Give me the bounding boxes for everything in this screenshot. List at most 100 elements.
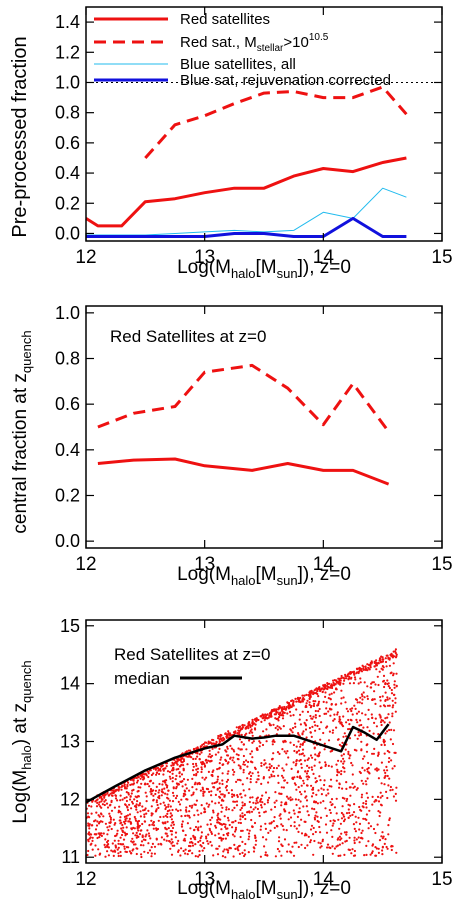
scatter-point [319,846,322,849]
scatter-point [211,738,214,742]
scatter-point [203,778,206,781]
scatter-point [116,829,119,832]
scatter-point [365,783,368,786]
scatter-point [160,836,163,839]
scatter-point [235,780,238,784]
scatter-point [351,813,354,817]
scatter-point [111,842,114,845]
scatter-point [150,852,153,855]
scatter-point [330,785,333,788]
scatter-point [136,779,139,782]
scatter-point [391,845,394,848]
scatter-point [126,783,129,787]
plot-frame [85,6,443,242]
scatter-point [242,771,245,774]
scatter-point [119,810,122,813]
scatter-point [357,836,360,839]
scatter-point [370,682,373,685]
scatter-point [275,711,278,714]
scatter-point [182,759,186,763]
scatter-point [183,837,186,841]
scatter-point [175,787,178,790]
scatter-point [226,816,230,820]
scatter-point [328,785,331,788]
scatter-point [394,751,397,755]
scatter-point [98,801,101,804]
scatter-point [261,794,264,797]
scatter-point [136,800,139,803]
scatter-point [329,708,332,711]
scatter-point [186,755,189,758]
scatter-point [155,801,158,804]
scatter-point [352,670,356,673]
scatter-point [332,719,335,722]
scatter-point [246,765,249,768]
scatter-point [317,841,320,844]
scatter-point [391,715,394,718]
scatter-point [138,802,142,805]
scatter-point [132,832,135,835]
scatter-point [264,822,267,825]
scatter-point [382,674,386,678]
scatter-point [210,844,213,847]
scatter-point [171,841,174,844]
scatter-point [107,846,110,849]
scatter-point [273,816,276,819]
scatter-point [235,804,239,807]
scatter-point [100,806,103,809]
scatter-point [234,819,237,823]
scatter-point [393,683,396,686]
scatter-point [166,770,170,773]
scatter-point [257,778,260,781]
scatter-point [308,697,311,701]
x-tick-label: 13 [194,869,215,890]
scatter-point [286,781,289,784]
scatter-point [293,825,296,828]
scatter-point [282,725,285,728]
scatter-point [139,815,142,818]
scatter-point [260,804,263,807]
scatter-point [137,776,140,779]
scatter-point [297,770,300,773]
scatter-point [216,775,220,778]
scatter-point [293,749,296,753]
scatter-point [277,840,281,843]
scatter-point [247,760,250,764]
scatter-point [207,842,210,845]
scatter-point [260,764,263,768]
scatter-point [136,811,139,814]
scatter-point [180,763,183,767]
scatter-point [218,845,221,848]
scatter-point [240,796,243,799]
scatter-point [248,739,251,742]
scatter-point [322,788,325,791]
scatter-point [317,710,320,713]
scatter-point [272,770,275,773]
scatter-point [347,803,350,806]
scatter-point [234,730,237,733]
scatter-point [252,808,255,811]
scatter-point [129,795,132,798]
scatter-point [274,717,277,720]
scatter-point [362,806,365,809]
scatter-point [119,816,122,819]
scatter-point [381,794,384,798]
scatter-point [318,775,321,778]
scatter-point [110,800,113,804]
scatter-point [117,854,120,858]
scatter-point [281,748,284,751]
scatter-point [182,767,185,770]
scatter-point [309,841,312,844]
scatter-point [323,742,326,745]
scatter-point [356,721,359,724]
scatter-point [212,809,215,812]
scatter-point [324,823,328,826]
scatter-point [319,738,322,741]
scatter-point [226,736,230,739]
scatter-point [295,841,298,844]
scatter-point [174,831,178,834]
scatter-point [244,842,247,846]
scatter-point [290,767,293,771]
scatter-point [259,741,262,744]
scatter-point [377,733,380,736]
